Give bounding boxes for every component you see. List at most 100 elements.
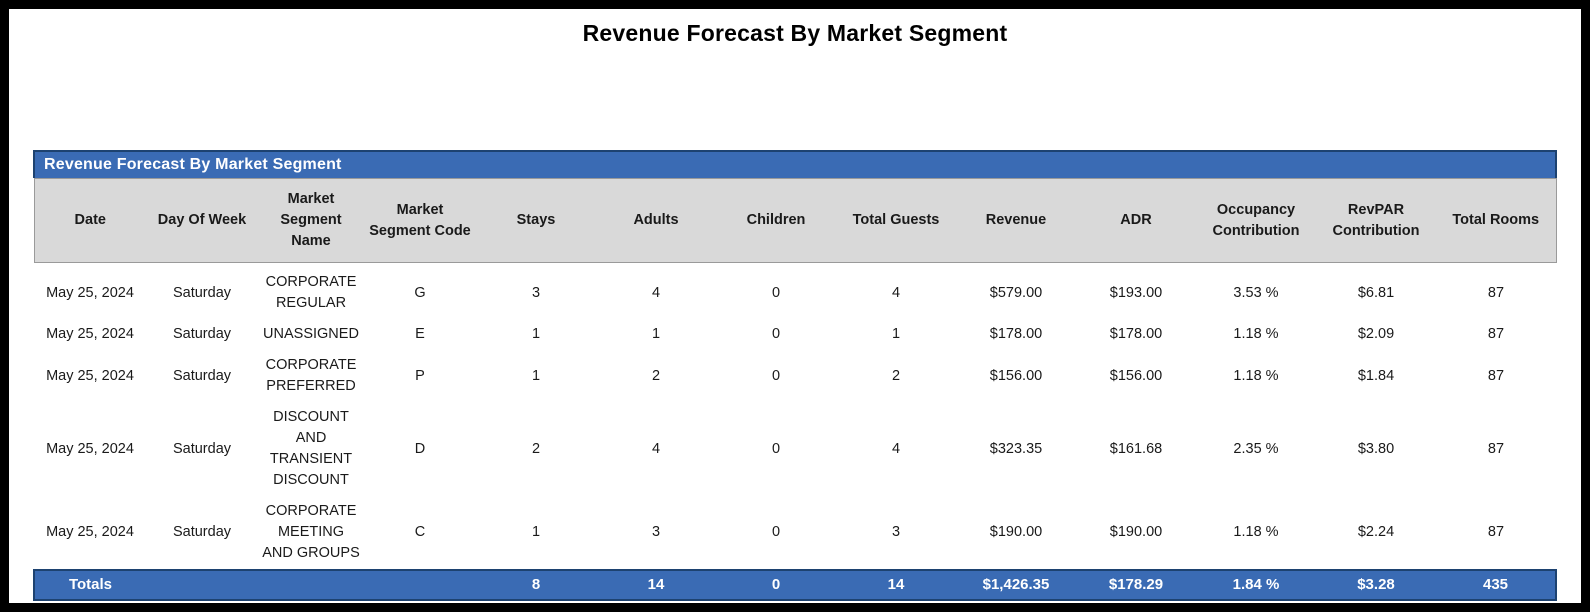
cell-stays: 1 (476, 350, 596, 402)
column-header-adults: Adults (596, 178, 716, 263)
cell-adults: 4 (596, 262, 716, 319)
cell-adr: $156.00 (1076, 350, 1196, 402)
cell-children: 0 (716, 262, 836, 319)
cell-market-segment-name: CORPORATE MEETING AND GROUPS (258, 496, 364, 570)
column-header-children: Children (716, 178, 836, 263)
cell-market-segment-code: P (364, 350, 476, 402)
total-children: 0 (716, 569, 836, 601)
cell-adr: $190.00 (1076, 496, 1196, 570)
cell-market-segment-name: CORPORATE PREFERRED (258, 350, 364, 402)
cell-market-segment-name: CORPORATE REGULAR (258, 262, 364, 319)
cell-revenue: $190.00 (956, 496, 1076, 570)
cell-occupancy-contribution: 1.18 % (1196, 496, 1316, 570)
column-header-market-segment-name: Market Segment Name (258, 178, 364, 263)
column-header-day-of-week: Day Of Week (146, 178, 258, 263)
cell-day-of-week: Saturday (146, 319, 258, 350)
cell-market-segment-code: D (364, 402, 476, 496)
total-stays: 8 (476, 569, 596, 601)
table-row: May 25, 2024 Saturday CORPORATE PREFERRED P… (34, 350, 1556, 402)
total-adults: 14 (596, 569, 716, 601)
cell-occupancy-contribution: 1.18 % (1196, 319, 1316, 350)
total-market-segment-code (364, 569, 476, 601)
cell-total-guests: 3 (836, 496, 956, 570)
cell-revenue: $178.00 (956, 319, 1076, 350)
cell-children: 0 (716, 350, 836, 402)
cell-total-guests: 4 (836, 262, 956, 319)
table-row: May 25, 2024 Saturday DISCOUNT AND TRANSIE… (34, 402, 1556, 496)
header-row: Date Day Of Week Market Segment Name Market… (33, 178, 1557, 263)
cell-date: May 25, 2024 (34, 402, 146, 496)
cell-date: May 25, 2024 (34, 319, 146, 350)
column-header-adr: ADR (1076, 178, 1196, 263)
total-total-guests: 14 (836, 569, 956, 601)
cell-children: 0 (716, 319, 836, 350)
column-header-market-segment-code: Market Segment Code (364, 178, 476, 263)
cell-day-of-week: Saturday (146, 262, 258, 319)
column-header-occupancy-contribution: Occupancy Contribution (1196, 178, 1316, 263)
cell-market-segment-code: C (364, 496, 476, 570)
cell-revpar-contribution: $6.81 (1316, 262, 1436, 319)
cell-occupancy-contribution: 2.35 % (1196, 402, 1316, 496)
column-header-total-guests: Total Guests (836, 178, 956, 263)
cell-date: May 25, 2024 (34, 262, 146, 319)
column-header-revenue: Revenue (956, 178, 1076, 263)
cell-stays: 3 (476, 262, 596, 319)
table-row: May 25, 2024 Saturday CORPORATE MEETING AN… (34, 496, 1556, 570)
column-header-date: Date (33, 178, 146, 263)
cell-adults: 3 (596, 496, 716, 570)
cell-adults: 1 (596, 319, 716, 350)
cell-revpar-contribution: $2.24 (1316, 496, 1436, 570)
cell-day-of-week: Saturday (146, 350, 258, 402)
cell-market-segment-name: UNASSIGNED (258, 319, 364, 350)
total-revpar-contribution: $3.28 (1316, 569, 1436, 601)
cell-stays: 2 (476, 402, 596, 496)
table-footer: Totals 8 14 0 14 $1,426.35 $178.29 1.84 % $3.28 4… (33, 569, 1557, 601)
cell-revenue: $156.00 (956, 350, 1076, 402)
total-adr: $178.29 (1076, 569, 1196, 601)
cell-date: May 25, 2024 (34, 350, 146, 402)
column-header-stays: Stays (476, 178, 596, 263)
cell-revenue: $579.00 (956, 262, 1076, 319)
cell-day-of-week: Saturday (146, 496, 258, 570)
cell-revpar-contribution: $1.84 (1316, 350, 1436, 402)
page-title: Revenue Forecast By Market Segment (582, 20, 1008, 46)
table-row: May 25, 2024 Saturday CORPORATE REGULAR G 3 4… (34, 262, 1556, 319)
totals-label: Totals (33, 569, 146, 601)
cell-adults: 2 (596, 350, 716, 402)
revenue-forecast-table: Date Day Of Week Market Segment Name Market… (33, 178, 1557, 601)
table-body: May 25, 2024 Saturday CORPORATE REGULAR G 3 4… (34, 262, 1556, 570)
column-header-total-rooms: Total Rooms (1436, 178, 1557, 263)
total-total-rooms: 435 (1436, 569, 1557, 601)
total-occupancy-contribution: 1.84 % (1196, 569, 1316, 601)
cell-adr: $193.00 (1076, 262, 1196, 319)
cell-total-guests: 2 (836, 350, 956, 402)
total-day-of-week (146, 569, 258, 601)
cell-total-rooms: 87 (1436, 350, 1556, 402)
cell-revpar-contribution: $3.80 (1316, 402, 1436, 496)
cell-adults: 4 (596, 402, 716, 496)
total-revenue: $1,426.35 (956, 569, 1076, 601)
cell-adr: $178.00 (1076, 319, 1196, 350)
table-row: May 25, 2024 Saturday UNASSIGNED E 1 1 0 1 $178.… (34, 319, 1556, 350)
cell-date: May 25, 2024 (34, 496, 146, 570)
cell-children: 0 (716, 402, 836, 496)
cell-revenue: $323.35 (956, 402, 1076, 496)
cell-adr: $161.68 (1076, 402, 1196, 496)
cell-stays: 1 (476, 319, 596, 350)
column-header-revpar-contribution: RevPAR Contribution (1316, 178, 1436, 263)
cell-total-rooms: 87 (1436, 496, 1556, 570)
cell-market-segment-code: G (364, 262, 476, 319)
cell-total-rooms: 87 (1436, 402, 1556, 496)
cell-total-rooms: 87 (1436, 262, 1556, 319)
cell-revpar-contribution: $2.09 (1316, 319, 1436, 350)
cell-occupancy-contribution: 3.53 % (1196, 262, 1316, 319)
cell-day-of-week: Saturday (146, 402, 258, 496)
cell-occupancy-contribution: 1.18 % (1196, 350, 1316, 402)
cell-market-segment-code: E (364, 319, 476, 350)
cell-stays: 1 (476, 496, 596, 570)
cell-total-guests: 1 (836, 319, 956, 350)
cell-children: 0 (716, 496, 836, 570)
cell-market-segment-name: DISCOUNT AND TRANSIENT DISCOUNT (258, 402, 364, 496)
table-header: Date Day Of Week Market Segment Name Market… (33, 178, 1557, 263)
